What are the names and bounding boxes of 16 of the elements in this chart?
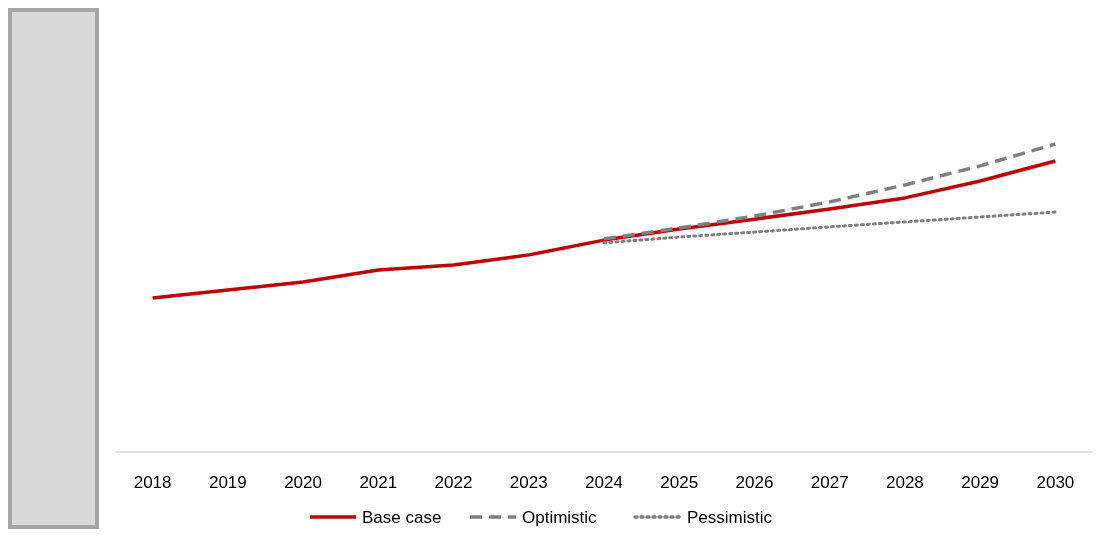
x-tick-label: 2020 xyxy=(284,473,322,492)
legend-label: Base case xyxy=(362,508,442,527)
x-tick-label: 2030 xyxy=(1036,473,1075,492)
x-tick-label: 2023 xyxy=(509,473,548,492)
x-tick-label: 2028 xyxy=(886,473,924,492)
x-tick-label: 2022 xyxy=(434,473,473,492)
legend-label: Pessimistic xyxy=(687,508,773,527)
x-tick-label: 2029 xyxy=(961,473,1000,492)
x-tick-label: 2018 xyxy=(133,473,172,492)
x-tick-label: 2027 xyxy=(810,473,849,492)
x-tick-label: 2024 xyxy=(585,473,623,492)
legend-label: Optimistic xyxy=(522,508,598,527)
x-tick-label: 2021 xyxy=(359,473,398,492)
x-tick-label: 2026 xyxy=(735,473,774,492)
x-tick-label: 2019 xyxy=(208,473,247,492)
x-tick-label: 2025 xyxy=(660,473,699,492)
